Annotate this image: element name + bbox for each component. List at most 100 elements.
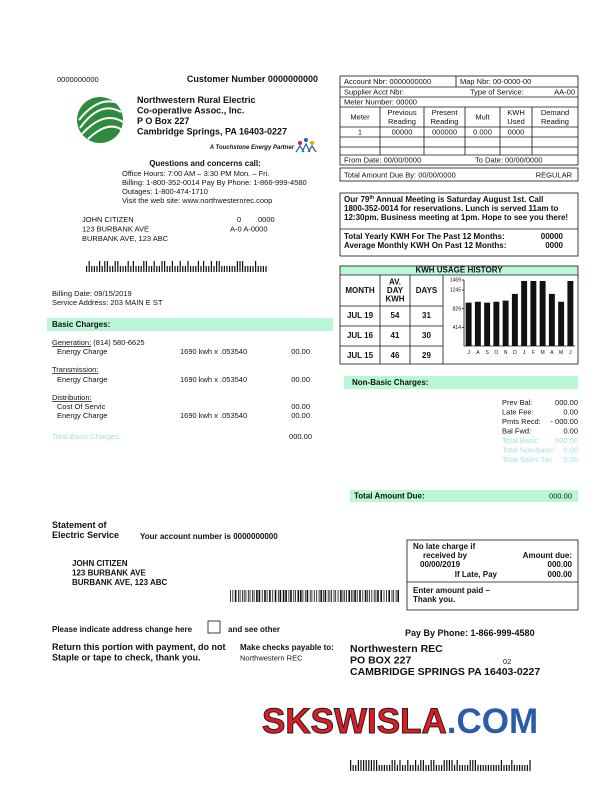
- postal-barcode: [409, 764, 411, 771]
- usage-bar: [484, 302, 491, 346]
- notice-text: Our 79: [344, 195, 370, 204]
- postal-barcode: [469, 760, 471, 771]
- usage-cell: 41: [391, 331, 400, 340]
- usage-bar: [558, 301, 565, 346]
- postal-barcode: [459, 764, 461, 771]
- barcode: [371, 590, 373, 602]
- postal-barcode: [231, 265, 233, 272]
- non-basic-heading: Non-Basic Charges:: [352, 378, 428, 387]
- usage-cell: 31: [422, 311, 431, 320]
- non-basic-label: Pmts Recd:: [502, 417, 541, 426]
- postal-barcode: [106, 261, 108, 272]
- barcode: [352, 590, 354, 602]
- postal-barcode: [249, 265, 251, 272]
- usage-column: KWH: [385, 295, 404, 304]
- address-change: and see other: [228, 625, 280, 634]
- address-change-checkbox[interactable]: [207, 620, 221, 634]
- barcode: [297, 590, 300, 602]
- postal-barcode: [164, 261, 166, 272]
- postal-barcode: [112, 265, 114, 272]
- postal-barcode: [192, 265, 194, 272]
- barcode: [311, 590, 313, 602]
- barcode: [386, 590, 387, 602]
- usage-column: DAYS: [416, 286, 438, 295]
- total-due-value: 000.00: [549, 492, 572, 501]
- column-header: Meter: [350, 113, 370, 122]
- postal-barcode: [127, 261, 129, 272]
- customer-code: 0: [237, 215, 241, 224]
- postal-barcode: [239, 261, 241, 272]
- charge-detail: 1690 kwh x .053540: [180, 347, 247, 356]
- barcode: [285, 590, 287, 602]
- postal-barcode: [244, 265, 246, 272]
- barcode: [258, 590, 261, 602]
- postal-barcode: [255, 261, 257, 272]
- postal-barcode: [524, 764, 526, 771]
- postal-barcode: [91, 265, 93, 272]
- column-header: Used: [507, 117, 525, 126]
- charge-amount: 00.00: [291, 375, 310, 384]
- watermark: SKSWISLA.COM: [262, 702, 538, 741]
- summary-label: Total Basic: [502, 436, 539, 445]
- company-line: P O Box 227: [137, 116, 189, 126]
- postal-barcode: [386, 764, 388, 771]
- postal-barcode: [407, 760, 409, 771]
- total-due-band: [350, 490, 578, 502]
- postal-barcode: [96, 265, 98, 272]
- summary-label: Total Non-basic: [502, 446, 554, 455]
- barcode: [364, 590, 367, 602]
- summary-value: 000.00: [555, 436, 578, 445]
- charge-amount: 00.00: [291, 411, 310, 420]
- postal-barcode: [114, 261, 116, 272]
- postal-barcode: [443, 760, 445, 771]
- postal-barcode: [378, 764, 380, 771]
- column-header: Present: [432, 108, 459, 117]
- postal-barcode: [394, 760, 396, 771]
- postal-barcode: [226, 265, 228, 272]
- postal-barcode: [135, 265, 137, 272]
- usage-table-lines: [339, 265, 579, 365]
- barcode: [234, 590, 237, 602]
- barcode: [264, 590, 266, 602]
- barcode: [375, 590, 377, 602]
- usage-cell: 54: [391, 311, 400, 320]
- notice-text: 1800-352-0014 for reservations. Lunch is…: [344, 204, 558, 213]
- postal-barcode: [229, 265, 231, 272]
- barcode: [232, 590, 234, 602]
- postal-barcode: [247, 265, 249, 272]
- non-basic-value: 0.00: [563, 427, 578, 436]
- usage-cell: 46: [391, 351, 400, 360]
- address-change: Please indicate address change here: [52, 625, 193, 634]
- postal-barcode: [195, 265, 197, 272]
- remit-code: 02: [503, 657, 511, 666]
- stub-address: JOHN CITIZEN: [72, 559, 128, 568]
- barcode: [388, 590, 390, 602]
- postal-barcode: [221, 265, 223, 272]
- payable-to: Northwestern REC: [240, 654, 303, 663]
- postal-barcode: [477, 764, 479, 771]
- late-note: received by: [423, 551, 468, 560]
- postal-barcode: [422, 760, 424, 771]
- barcode: [333, 590, 335, 602]
- postal-barcode: [363, 760, 365, 771]
- postal-barcode: [456, 760, 458, 771]
- column-header: KWH: [507, 108, 525, 117]
- postal-barcode: [381, 764, 383, 771]
- statement-title: Electric Service: [52, 530, 119, 540]
- to-date: To Date: 00/00/0000: [475, 156, 543, 165]
- barcode: [327, 590, 329, 602]
- barcode: [340, 590, 342, 602]
- postal-barcode: [368, 760, 370, 771]
- account-table-lines: [339, 75, 579, 257]
- customer-code: 0000: [258, 215, 275, 224]
- usage-column: MONTH: [345, 286, 375, 295]
- barcode: [245, 590, 247, 602]
- barcode: [356, 590, 358, 602]
- postal-barcode: [373, 760, 375, 771]
- postal-barcode: [402, 764, 404, 771]
- summary-label: Total Sales Tax: [502, 455, 553, 464]
- usage-cell: JUL 16: [347, 331, 374, 340]
- postal-barcode: [260, 265, 262, 272]
- column-header: Demand: [541, 108, 569, 117]
